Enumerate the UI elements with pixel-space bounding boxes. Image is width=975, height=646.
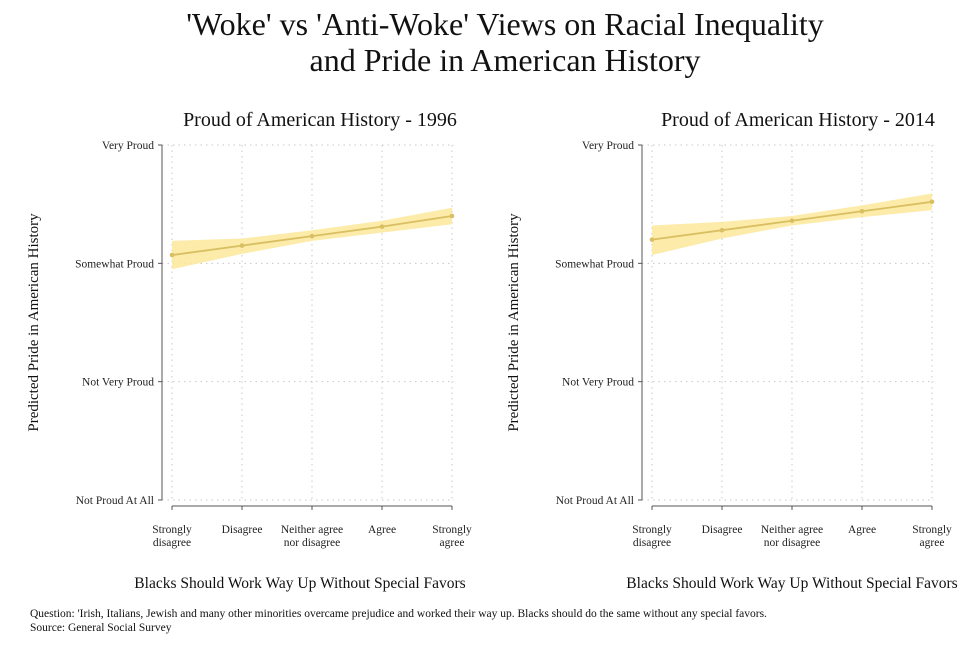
panel-title: Proud of American History - 2014 — [661, 109, 935, 131]
x-tick-label: Agree — [368, 524, 396, 536]
footnote-question: Question: 'Irish, Italians, Jewish and m… — [30, 608, 767, 620]
main-title: 'Woke' vs 'Anti-Woke' Views on Racial In… — [0, 6, 975, 78]
x-tick-label: Neither agree nor disagree — [761, 524, 823, 549]
x-tick-label: Agree — [848, 524, 876, 536]
confidence-band — [172, 207, 452, 270]
data-point — [379, 224, 385, 229]
x-tick-label: Strongly disagree — [152, 524, 192, 549]
y-tick-label: Not Very Proud — [82, 377, 154, 389]
x-axis-title: Blacks Should Work Way Up Without Specia… — [626, 575, 957, 592]
y-axis-title: Predicted Pride in American History — [26, 213, 42, 432]
y-tick-label: Very Proud — [102, 140, 154, 152]
confidence-band — [652, 193, 932, 256]
chart-panel-2: Proud of American History - 2014 Not Prou… — [506, 109, 958, 592]
data-point — [789, 218, 795, 224]
y-tick-label: Not Very Proud — [562, 377, 634, 389]
y-tick-label: Somewhat Proud — [75, 258, 154, 270]
x-tick-label: Strongly agree — [432, 524, 472, 549]
data-point — [719, 227, 725, 233]
data-point — [449, 213, 455, 219]
x-axis-title: Blacks Should Work Way Up Without Specia… — [134, 575, 465, 592]
footnote-source: Source: General Social Survey — [30, 622, 172, 634]
data-point — [859, 208, 865, 214]
x-tick-label: Strongly disagree — [632, 524, 672, 549]
panel-title: Proud of American History - 1996 — [183, 109, 457, 131]
x-tick-label: Disagree — [702, 524, 743, 536]
y-tick-label: Not Proud At All — [76, 495, 154, 507]
data-point — [649, 237, 655, 242]
main-title-line-1: 'Woke' vs 'Anti-Woke' Views on Racial In… — [186, 6, 824, 42]
chart-panel-1: Proud of American History - 1996 Not Prou… — [26, 109, 472, 592]
data-point — [169, 252, 175, 258]
data-point — [929, 199, 935, 205]
y-tick-label: Not Proud At All — [556, 495, 634, 507]
y-axis-title: Predicted Pride in American History — [506, 213, 522, 432]
x-tick-label: Disagree — [222, 524, 263, 536]
x-tick-label: Neither agree nor disagree — [281, 524, 343, 549]
data-point — [239, 243, 245, 248]
main-title-line-2: and Pride in American History — [309, 42, 701, 78]
x-tick-label: Strongly agree — [912, 524, 952, 549]
data-point — [309, 233, 315, 239]
y-tick-label: Very Proud — [582, 140, 634, 152]
y-tick-label: Somewhat Proud — [555, 258, 634, 270]
